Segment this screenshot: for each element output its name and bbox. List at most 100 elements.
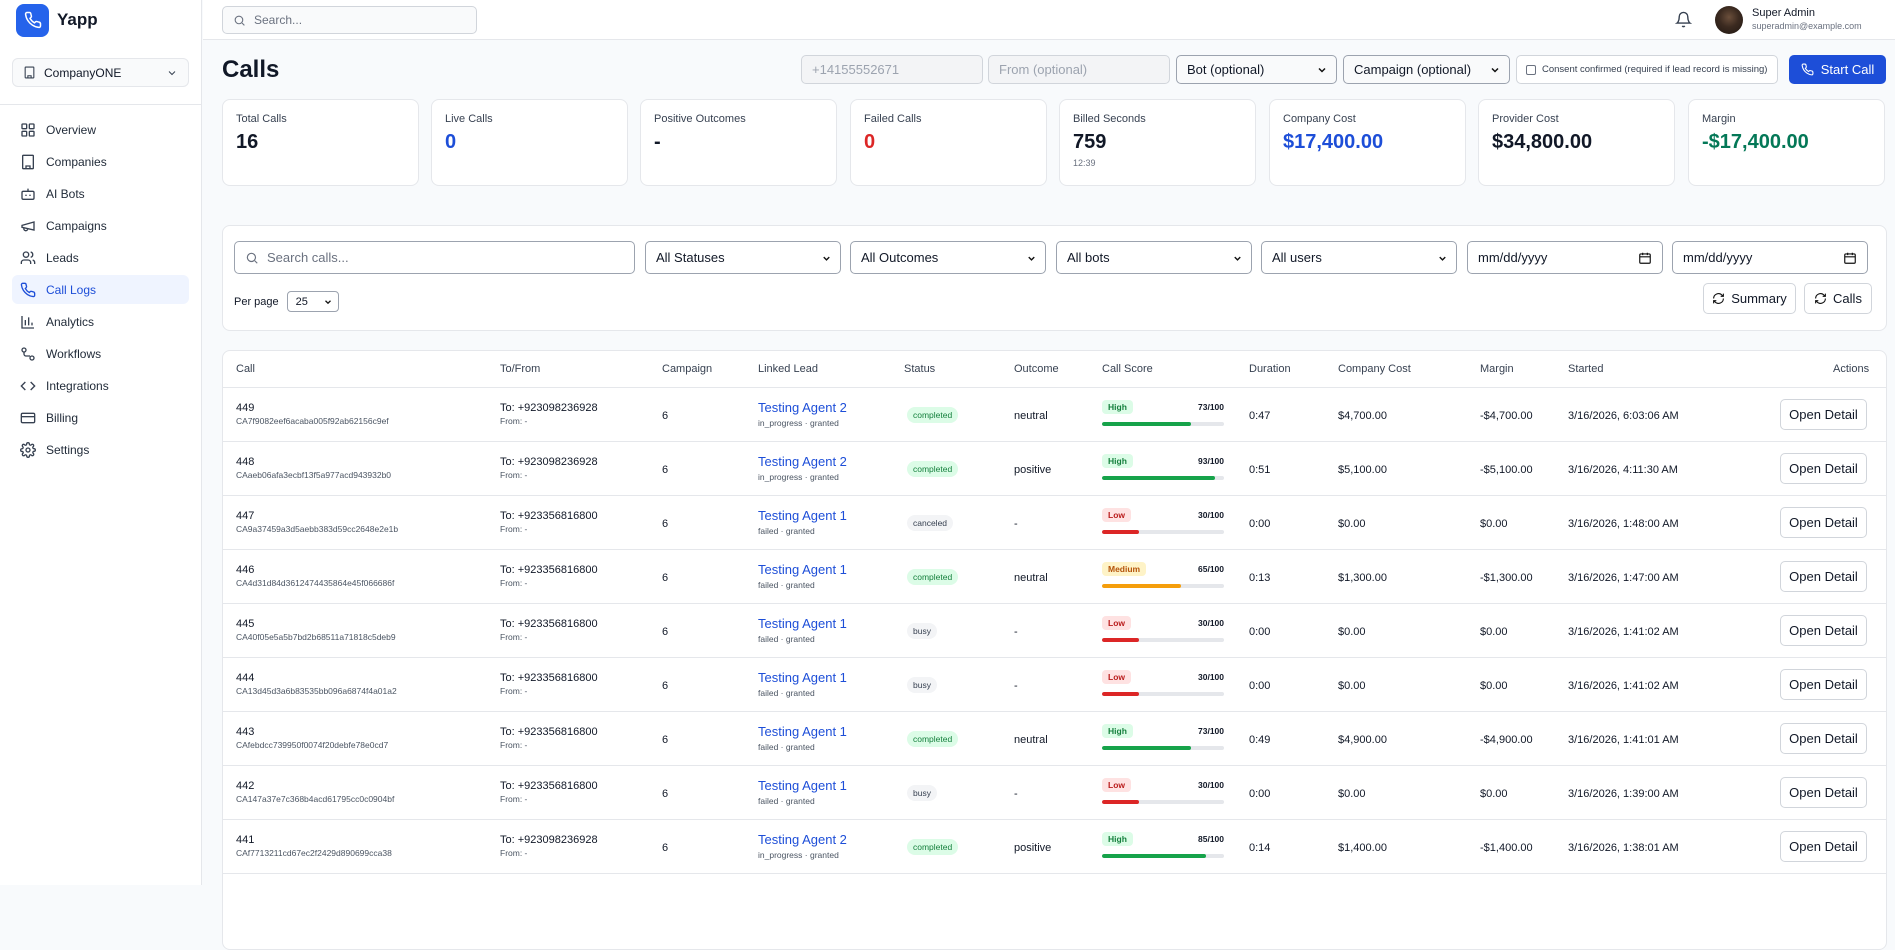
sidebar-item-label: Analytics — [46, 315, 94, 329]
call-outcome: - — [1014, 680, 1018, 692]
score-value: 30/100 — [1198, 510, 1224, 520]
sidebar-item-integrations[interactable]: Integrations — [12, 371, 189, 400]
calendar-icon[interactable] — [1638, 251, 1652, 265]
open-detail-button[interactable]: Open Detail — [1780, 831, 1867, 862]
linked-lead-link[interactable]: Testing Agent 1 — [758, 508, 847, 523]
call-started: 3/16/2026, 1:47:00 AM — [1568, 572, 1679, 584]
sidebar-item-settings[interactable]: Settings — [12, 435, 189, 464]
calls-search-input[interactable]: Search calls... — [234, 241, 635, 274]
date-to-input[interactable]: mm/dd/yyyy — [1672, 241, 1868, 274]
open-detail-button[interactable]: Open Detail — [1780, 399, 1867, 430]
bot-select[interactable]: Bot (optional) — [1176, 55, 1337, 84]
call-duration: 0:00 — [1249, 788, 1270, 800]
call-id: 446 — [236, 564, 254, 576]
main-content: Calls +14155552671 From (optional) Bot (… — [203, 41, 1895, 885]
score-bar-fill — [1102, 638, 1139, 642]
bot-select-value: Bot (optional) — [1187, 62, 1264, 77]
call-campaign: 6 — [662, 572, 668, 584]
call-duration: 0:47 — [1249, 410, 1270, 422]
call-company-cost: $4,900.00 — [1338, 734, 1387, 746]
linked-lead-status: failed · granted — [758, 796, 815, 806]
stat-card-company-cost: Company Cost$17,400.00 — [1269, 99, 1466, 186]
bots-filter[interactable]: All bots — [1056, 241, 1252, 274]
col-call: Call — [236, 363, 255, 375]
col-company-cost: Company Cost — [1338, 363, 1411, 375]
sidebar-item-overview[interactable]: Overview — [12, 115, 189, 144]
sidebar-item-leads[interactable]: Leads — [12, 243, 189, 272]
user-menu[interactable]: Super Admin superadmin@example.com — [1752, 7, 1862, 33]
call-company-cost: $0.00 — [1338, 788, 1366, 800]
linked-lead-link[interactable]: Testing Agent 1 — [758, 724, 847, 739]
call-duration: 0:51 — [1249, 464, 1270, 476]
phone-number-input[interactable]: +14155552671 — [801, 55, 983, 84]
sidebar-item-billing[interactable]: Billing — [12, 403, 189, 432]
consent-checkbox[interactable]: Consent confirmed (required if lead reco… — [1516, 55, 1778, 84]
open-detail-button[interactable]: Open Detail — [1780, 453, 1867, 484]
call-id: 442 — [236, 780, 254, 792]
company-name: CompanyONE — [44, 66, 121, 80]
score-value: 93/100 — [1198, 456, 1224, 466]
linked-lead-link[interactable]: Testing Agent 1 — [758, 670, 847, 685]
global-search-input[interactable]: Search... — [222, 6, 477, 34]
col-started: Started — [1568, 363, 1603, 375]
linked-lead-link[interactable]: Testing Agent 1 — [758, 778, 847, 793]
col-linked-lead: Linked Lead — [758, 363, 818, 375]
sidebar-item-analytics[interactable]: Analytics — [12, 307, 189, 336]
stat-subvalue: 12:39 — [1073, 158, 1242, 168]
brand[interactable]: Yapp — [0, 0, 201, 40]
call-sid: CAf7713211cd67ec2f2429d890699cca38 — [236, 848, 392, 858]
start-call-button[interactable]: Start Call — [1789, 55, 1886, 84]
users-icon — [20, 250, 36, 266]
score-bar — [1102, 530, 1224, 534]
checkbox-box[interactable] — [1526, 65, 1536, 75]
summary-refresh-button[interactable]: Summary — [1703, 283, 1796, 314]
open-detail-button[interactable]: Open Detail — [1780, 777, 1867, 808]
status-badge: completed — [907, 569, 958, 585]
open-detail-button[interactable]: Open Detail — [1780, 723, 1867, 754]
campaign-select[interactable]: Campaign (optional) — [1343, 55, 1510, 84]
col-status: Status — [904, 363, 935, 375]
status-filter[interactable]: All Statuses — [645, 241, 841, 274]
call-duration: 0:00 — [1249, 626, 1270, 638]
open-detail-button[interactable]: Open Detail — [1780, 507, 1867, 538]
linked-lead-link[interactable]: Testing Agent 2 — [758, 454, 847, 469]
open-detail-button[interactable]: Open Detail — [1780, 561, 1867, 592]
call-from: From: - — [500, 470, 527, 480]
score-value: 30/100 — [1198, 672, 1224, 682]
calls-refresh-button[interactable]: Calls — [1804, 283, 1872, 314]
score-bar-fill — [1102, 854, 1206, 858]
open-detail-button[interactable]: Open Detail — [1780, 615, 1867, 646]
filters-panel: Search calls... All Statuses All Outcome… — [222, 225, 1887, 331]
linked-lead-link[interactable]: Testing Agent 2 — [758, 400, 847, 415]
sidebar-item-call-logs[interactable]: Call Logs — [12, 275, 189, 304]
users-filter[interactable]: All users — [1261, 241, 1457, 274]
company-selector[interactable]: CompanyONE — [12, 58, 189, 87]
workflow-icon — [20, 346, 36, 362]
open-detail-button[interactable]: Open Detail — [1780, 669, 1867, 700]
sidebar-item-companies[interactable]: Companies — [12, 147, 189, 176]
call-margin: $0.00 — [1480, 788, 1508, 800]
bell-icon[interactable] — [1675, 11, 1692, 28]
linked-lead-link[interactable]: Testing Agent 1 — [758, 616, 847, 631]
sidebar-item-ai-bots[interactable]: AI Bots — [12, 179, 189, 208]
calendar-icon[interactable] — [1843, 251, 1857, 265]
call-from: From: - — [500, 578, 527, 588]
from-number-input[interactable]: From (optional) — [988, 55, 1170, 84]
credit-card-icon — [20, 410, 36, 426]
per-page-select[interactable]: 25 — [287, 291, 339, 312]
score-badge: High — [1102, 724, 1133, 738]
call-to: To: +923098236928 — [500, 456, 598, 468]
sidebar-item-campaigns[interactable]: Campaigns — [12, 211, 189, 240]
linked-lead-link[interactable]: Testing Agent 2 — [758, 832, 847, 847]
avatar[interactable] — [1715, 6, 1743, 34]
outcome-filter[interactable]: All Outcomes — [850, 241, 1046, 274]
call-started: 3/16/2026, 1:39:00 AM — [1568, 788, 1679, 800]
stat-value: 16 — [236, 131, 405, 154]
date-from-input[interactable]: mm/dd/yyyy — [1467, 241, 1663, 274]
linked-lead-link[interactable]: Testing Agent 1 — [758, 562, 847, 577]
linked-lead-status: failed · granted — [758, 634, 815, 644]
linked-lead-status: failed · granted — [758, 526, 815, 536]
sidebar-item-workflows[interactable]: Workflows — [12, 339, 189, 368]
campaign-select-value: Campaign (optional) — [1354, 62, 1471, 77]
